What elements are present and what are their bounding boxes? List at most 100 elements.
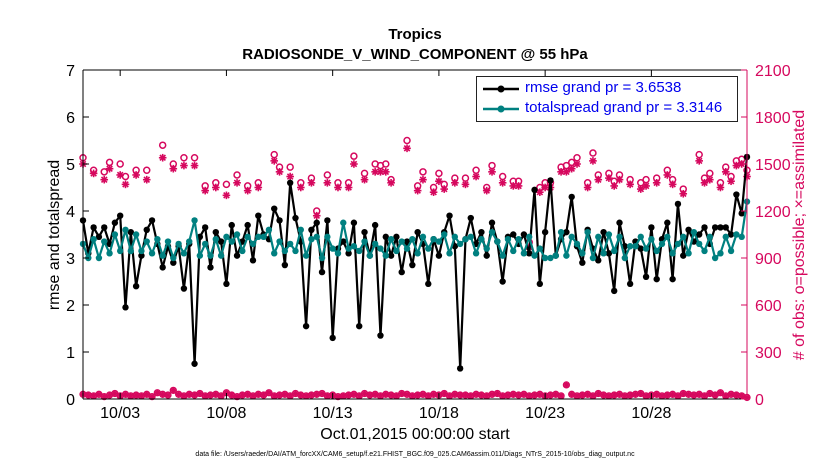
rmse-point: [122, 304, 129, 311]
obs-low-assimilated-marker: [558, 392, 565, 399]
obs-possible-marker: [116, 160, 124, 168]
obs-low-assimilated-marker: [319, 390, 326, 397]
obs-low-assimilated-marker: [733, 392, 740, 399]
obs-assimilated-marker: [594, 175, 603, 184]
obs-possible-marker: [360, 169, 369, 178]
rmse-point: [116, 212, 124, 219]
obs-assimilated-marker: [567, 164, 576, 173]
rmse-point: [350, 219, 358, 226]
obs-low-assimilated-marker: [138, 392, 145, 399]
obs-assimilated-marker: [589, 157, 597, 165]
obs-low-assimilated-marker: [706, 390, 713, 397]
rmse-point: [701, 224, 708, 231]
x-tick-label: 10/23: [525, 405, 565, 422]
y-tick-label: 1: [66, 345, 75, 362]
totalspread-point: [345, 245, 352, 252]
totalspread-point: [281, 247, 289, 255]
rmse-point: [541, 228, 549, 236]
totalspread-point: [111, 231, 119, 238]
obs-low-assimilated-marker: [218, 392, 225, 399]
totalspread-point: [212, 236, 219, 243]
y-axis-label: rmse and totalspread: [46, 159, 63, 311]
rmse-point: [223, 280, 230, 288]
obs-low-assimilated-marker: [228, 392, 235, 399]
obs-assimilated-marker: [243, 186, 252, 195]
obs-assimilated-marker: [668, 180, 677, 189]
totalspread-point: [621, 254, 629, 262]
y-tick-label: 3: [66, 251, 75, 268]
legend-entry-totalspread: totalspread grand pr = 3.3146: [481, 99, 735, 119]
rmse-point: [191, 360, 198, 367]
obs-assimilated-marker: [403, 144, 411, 153]
totalspread-point: [244, 233, 251, 241]
totalspread-point: [260, 233, 267, 241]
rmse-point: [467, 214, 474, 222]
rmse-point: [398, 268, 405, 276]
rmse-point: [722, 224, 729, 231]
legend-entry-rmse: rmse grand pr = 3.6538: [481, 79, 735, 99]
totalspread-point: [154, 236, 161, 243]
totalspread-point: [467, 233, 474, 241]
obs-low-assimilated-marker: [483, 392, 490, 399]
rmse-point: [313, 219, 320, 226]
totalspread-point: [573, 240, 581, 248]
obs-possible-marker: [642, 175, 650, 184]
obs-low-assimilated-marker: [377, 392, 384, 399]
obs-low-assimilated-marker: [589, 392, 596, 399]
rmse-point: [201, 224, 209, 231]
totalspread-point: [334, 250, 342, 257]
totalspread-point: [419, 233, 427, 241]
rmse-point: [233, 252, 241, 259]
rmse-point: [738, 210, 745, 217]
obs-possible-marker: [350, 152, 358, 160]
rmse-point: [611, 287, 618, 295]
rmse-point: [579, 259, 586, 266]
x-tick-label: 10/13: [313, 405, 353, 422]
right-y-tick-label: 1800: [755, 110, 791, 127]
totalspread-point: [557, 228, 565, 236]
obs-assimilated-marker: [371, 168, 379, 176]
obs-assimilated-marker: [573, 160, 581, 168]
obs-possible-marker: [100, 168, 108, 176]
obs-possible-marker: [158, 141, 167, 149]
obs-low-assimilated-marker: [175, 391, 182, 398]
rmse-point: [308, 226, 315, 233]
totalspread-point: [414, 250, 421, 257]
obs-assimilated-marker: [132, 171, 140, 179]
totalspread-point: [180, 250, 188, 257]
obs-assimilated-marker: [498, 179, 507, 187]
totalspread-point: [722, 233, 729, 241]
obs-possible-marker: [488, 161, 496, 170]
totalspread-point: [526, 233, 533, 241]
totalspread-point: [138, 247, 145, 255]
totalspread-point: [101, 238, 108, 245]
totalspread-point: [632, 243, 639, 250]
rmse-point: [207, 264, 214, 271]
rmse-point: [382, 233, 389, 241]
totalspread-point: [95, 254, 103, 262]
obs-low-assimilated-marker: [170, 387, 177, 394]
totalspread-point: [308, 236, 315, 243]
data-file-footer: data file: /Users/raeder/DAI/ATM_forcXX/…: [195, 451, 635, 458]
right-y-tick-label: 900: [755, 251, 782, 268]
totalspread-point: [393, 247, 400, 255]
obs-possible-marker: [270, 150, 278, 159]
obs-assimilated-marker: [344, 183, 353, 192]
obs-low-assimilated-marker: [164, 392, 171, 399]
right-y-tick-label: 1500: [755, 157, 791, 174]
totalspread-point: [175, 240, 182, 248]
x-tick-label: 10/18: [419, 405, 459, 422]
obs-low-assimilated-marker: [212, 391, 219, 398]
rmse-point: [132, 283, 140, 290]
totalspread-point: [653, 247, 660, 255]
totalspread-point: [494, 238, 501, 245]
obs-assimilated-marker: [626, 180, 634, 189]
obs-assimilated-marker: [116, 171, 124, 179]
obs-assimilated-marker: [727, 177, 735, 186]
totalspread-point: [239, 247, 246, 255]
obs-low-assimilated-marker: [260, 392, 267, 399]
obs-low-assimilated-marker: [690, 392, 697, 399]
obs-low-assimilated-marker: [265, 389, 272, 396]
totalspread-point: [329, 245, 336, 252]
rmse-point: [356, 322, 363, 330]
